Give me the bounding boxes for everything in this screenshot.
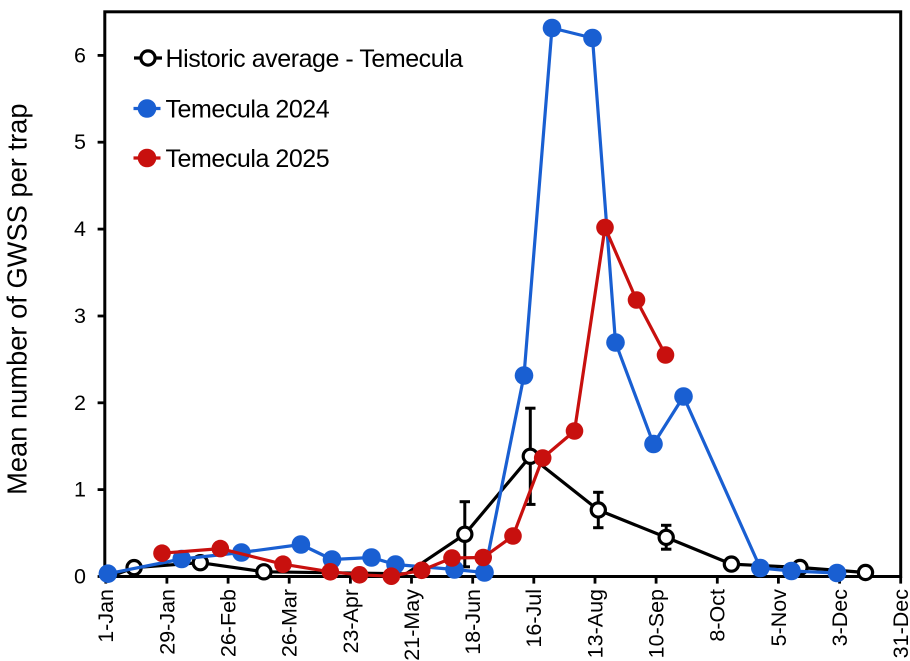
svg-text:2: 2 xyxy=(74,391,86,415)
svg-text:0: 0 xyxy=(74,565,86,589)
svg-text:10-Sep: 10-Sep xyxy=(645,589,669,658)
svg-text:18-Jun: 18-Jun xyxy=(461,589,485,655)
svg-text:Historic average - Temecula: Historic average - Temecula xyxy=(166,45,464,73)
svg-text:4: 4 xyxy=(74,217,86,241)
svg-text:8-Oct: 8-Oct xyxy=(706,589,730,642)
svg-text:29-Jan: 29-Jan xyxy=(155,589,179,655)
svg-text:3: 3 xyxy=(74,304,86,328)
svg-text:23-Apr: 23-Apr xyxy=(339,589,363,654)
svg-text:1-Jan: 1-Jan xyxy=(94,589,118,643)
svg-text:16-Jul: 16-Jul xyxy=(522,589,546,648)
svg-text:3-Dec: 3-Dec xyxy=(828,589,852,647)
svg-text:6: 6 xyxy=(74,43,86,67)
svg-text:13-Aug: 13-Aug xyxy=(583,589,607,658)
svg-text:Temecula 2025: Temecula 2025 xyxy=(166,145,330,173)
svg-text:26-Mar: 26-Mar xyxy=(278,589,302,657)
svg-text:1: 1 xyxy=(74,478,86,502)
svg-text:26-Feb: 26-Feb xyxy=(217,589,241,657)
svg-text:Mean number of GWSS per trap: Mean number of GWSS per trap xyxy=(2,103,33,494)
svg-text:31-Dec: 31-Dec xyxy=(889,589,910,659)
svg-text:21-May: 21-May xyxy=(400,589,424,661)
svg-text:Temecula 2024: Temecula 2024 xyxy=(166,96,330,124)
svg-text:5: 5 xyxy=(74,130,86,154)
svg-text:5-Nov: 5-Nov xyxy=(767,589,791,647)
